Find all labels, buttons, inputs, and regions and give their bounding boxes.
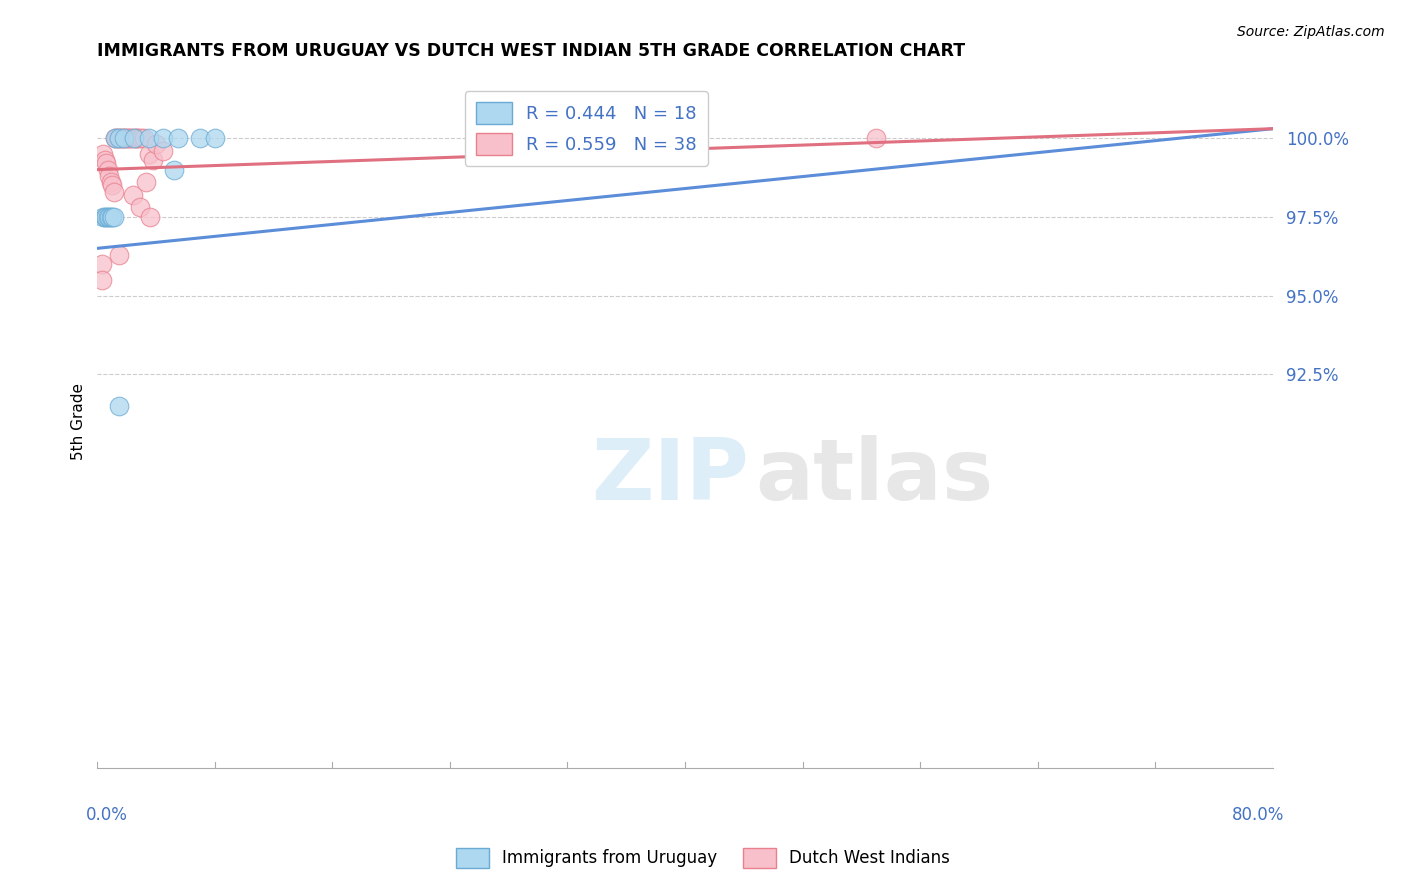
Point <box>204 131 226 145</box>
Point <box>111 131 134 145</box>
Point <box>91 273 114 287</box>
Point <box>121 187 143 202</box>
Point <box>145 137 167 152</box>
Point <box>100 210 122 224</box>
Point <box>115 131 138 145</box>
Point <box>120 131 142 145</box>
Point <box>107 131 129 145</box>
Point <box>129 201 152 215</box>
Point <box>98 169 121 183</box>
Point <box>125 131 148 145</box>
Legend: R = 0.444   N = 18, R = 0.559   N = 38: R = 0.444 N = 18, R = 0.559 N = 38 <box>465 91 707 166</box>
Point <box>118 131 141 145</box>
Point <box>108 399 131 413</box>
Point <box>152 144 174 158</box>
Point <box>122 131 145 145</box>
Point <box>138 131 160 145</box>
Point <box>188 131 211 145</box>
Point <box>108 131 131 145</box>
Point <box>90 257 112 271</box>
Point <box>135 175 157 189</box>
Text: Source: ZipAtlas.com: Source: ZipAtlas.com <box>1237 25 1385 39</box>
Point <box>96 210 118 224</box>
Point <box>108 131 131 145</box>
Point <box>104 131 127 145</box>
Point <box>112 131 135 145</box>
Point <box>100 175 122 189</box>
Text: IMMIGRANTS FROM URUGUAY VS DUTCH WEST INDIAN 5TH GRADE CORRELATION CHART: IMMIGRANTS FROM URUGUAY VS DUTCH WEST IN… <box>97 42 966 60</box>
Point <box>114 131 136 145</box>
Point <box>138 147 160 161</box>
Point <box>127 131 149 145</box>
Point <box>101 210 124 224</box>
Point <box>110 131 132 145</box>
Point <box>108 247 131 261</box>
Point <box>134 131 156 145</box>
Text: atlas: atlas <box>755 435 994 518</box>
Point <box>96 156 118 170</box>
Point <box>103 210 125 224</box>
Legend: Immigrants from Uruguay, Dutch West Indians: Immigrants from Uruguay, Dutch West Indi… <box>449 841 957 875</box>
Y-axis label: 5th Grade: 5th Grade <box>72 383 86 460</box>
Point <box>152 131 174 145</box>
Point <box>93 153 115 168</box>
Point <box>101 178 124 193</box>
Point <box>124 131 146 145</box>
Point <box>104 131 127 145</box>
Point <box>117 131 139 145</box>
Point <box>139 210 162 224</box>
Point <box>98 210 121 224</box>
Point <box>91 210 114 224</box>
Point <box>91 147 114 161</box>
Text: ZIP: ZIP <box>591 435 749 518</box>
Point <box>93 210 115 224</box>
Point <box>142 153 165 168</box>
Point <box>105 131 128 145</box>
Point <box>865 131 887 145</box>
Point <box>103 185 125 199</box>
Text: 0.0%: 0.0% <box>86 805 128 824</box>
Point <box>167 131 190 145</box>
Point <box>163 162 186 177</box>
Point <box>97 210 120 224</box>
Text: 80.0%: 80.0% <box>1232 805 1284 824</box>
Point <box>112 131 135 145</box>
Point <box>122 131 145 145</box>
Point <box>97 162 120 177</box>
Point <box>131 131 153 145</box>
